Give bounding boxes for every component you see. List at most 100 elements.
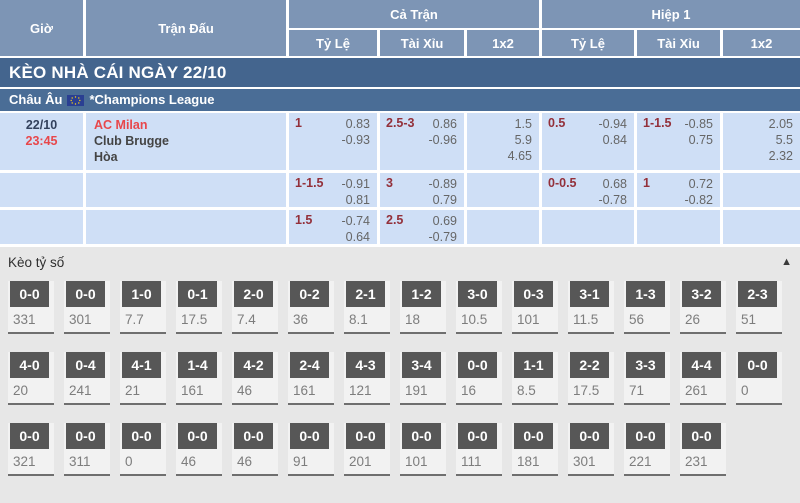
score-cell[interactable]: 0-0 111: [456, 423, 502, 476]
score-cell[interactable]: 0-0 301: [64, 281, 110, 334]
odds-value[interactable]: 0.75: [688, 133, 713, 147]
score-cell[interactable]: 2-4 161: [288, 352, 334, 405]
odds-value[interactable]: -0.93: [341, 133, 371, 147]
odds-value[interactable]: -0.91: [341, 177, 371, 191]
score-cell[interactable]: 4-0 20: [8, 352, 54, 405]
match-time: 23:45: [25, 134, 58, 148]
score-cell[interactable]: 0-0 0: [736, 352, 782, 405]
score-cell[interactable]: 2-0 7.4: [232, 281, 278, 334]
odds-value[interactable]: 0.86: [432, 117, 457, 131]
score-cell[interactable]: 4-1 21: [120, 352, 166, 405]
score-cell[interactable]: 0-0 16: [456, 352, 502, 405]
handicap-line: 1-1.5: [295, 176, 324, 190]
full-1x2-cell[interactable]: 1.5 5.9 4.65: [467, 113, 539, 170]
odds-value[interactable]: 0.72: [688, 177, 713, 191]
score-cell[interactable]: 1-4 161: [176, 352, 222, 405]
score-cell[interactable]: 4-2 46: [232, 352, 278, 405]
half-handicap-cell[interactable]: 0.5 -0.94 0.84: [542, 113, 634, 170]
score-cell[interactable]: 2-1 8.1: [344, 281, 390, 334]
odds-value[interactable]: -0.96: [428, 133, 458, 147]
score-cell[interactable]: 0-1 17.5: [176, 281, 222, 334]
odds-value[interactable]: 5.9: [514, 133, 532, 147]
score-cell[interactable]: 1-1 8.5: [512, 352, 558, 405]
score-odds-value: 0: [741, 383, 749, 398]
half-overunder-cell[interactable]: 1-1.5 -0.85 0.75: [637, 113, 720, 170]
odds-value[interactable]: 0.68: [602, 177, 627, 191]
score-chip: 3-2: [682, 281, 721, 307]
score-cell[interactable]: 1-2 18: [400, 281, 446, 334]
match-time-cell: [0, 173, 83, 207]
overunder-line: 1-1.5: [643, 116, 672, 130]
odds-value[interactable]: 0.69: [432, 214, 457, 228]
match-time-cell: 22/10 23:45: [0, 113, 83, 170]
score-chip: 4-2: [234, 352, 273, 378]
score-cell[interactable]: 0-0 301: [568, 423, 614, 476]
half-1x2-cell[interactable]: 2.05 5.5 2.32: [723, 113, 800, 170]
full-overunder-cell[interactable]: 2.5 0.69 -0.79: [380, 210, 464, 244]
score-cell[interactable]: 0-0 311: [64, 423, 110, 476]
odds-value[interactable]: -0.85: [684, 117, 714, 131]
score-cell[interactable]: 3-0 10.5: [456, 281, 502, 334]
score-cell[interactable]: 0-0 321: [8, 423, 54, 476]
score-chip: 1-2: [402, 281, 441, 307]
score-cell[interactable]: 0-4 241: [64, 352, 110, 405]
handicap-line: 0.5: [548, 116, 566, 130]
odds-value[interactable]: 0.84: [602, 133, 627, 147]
score-cell[interactable]: 2-3 51: [736, 281, 782, 334]
odds-value[interactable]: -0.94: [598, 117, 628, 131]
odds-value[interactable]: 2.05: [768, 117, 793, 131]
score-chip: 2-2: [570, 352, 609, 378]
score-cell[interactable]: 1-0 7.7: [120, 281, 166, 334]
score-cell[interactable]: 0-0 331: [8, 281, 54, 334]
full-1x2-cell: [467, 210, 539, 244]
odds-value[interactable]: 5.5: [775, 133, 793, 147]
score-cell[interactable]: 0-0 0: [120, 423, 166, 476]
score-cell[interactable]: 1-3 56: [624, 281, 670, 334]
odds-value[interactable]: -0.89: [428, 177, 458, 191]
score-cell[interactable]: 0-0 46: [232, 423, 278, 476]
score-cell[interactable]: 0-0 231: [680, 423, 726, 476]
score-cell[interactable]: 0-2 36: [288, 281, 334, 334]
full-overunder-cell[interactable]: 2.5-3 0.86 -0.96: [380, 113, 464, 170]
full-handicap-cell[interactable]: 1-1.5 -0.91 0.81: [289, 173, 377, 207]
score-cell[interactable]: 3-3 71: [624, 352, 670, 405]
odds-value[interactable]: 2.32: [768, 149, 793, 163]
full-handicap-cell[interactable]: 1.5 -0.74 0.64: [289, 210, 377, 244]
score-cell[interactable]: 3-1 11.5: [568, 281, 614, 334]
score-cell[interactable]: 3-2 26: [680, 281, 726, 334]
score-cell[interactable]: 3-4 191: [400, 352, 446, 405]
odds-value[interactable]: 0.81: [345, 193, 370, 207]
odds-value[interactable]: 4.65: [507, 149, 532, 163]
score-chip: 1-3: [626, 281, 665, 307]
score-chip: 0-0: [458, 352, 497, 378]
odds-value[interactable]: -0.74: [341, 214, 371, 228]
odds-value[interactable]: -0.82: [684, 193, 714, 207]
score-cell[interactable]: 4-3 121: [344, 352, 390, 405]
odds-value[interactable]: 0.64: [345, 230, 370, 244]
score-chip: 3-0: [458, 281, 497, 307]
odds-value[interactable]: 0.79: [432, 193, 457, 207]
score-cell[interactable]: 0-0 201: [344, 423, 390, 476]
score-chip: 0-3: [514, 281, 553, 307]
half-overunder-cell[interactable]: 1 0.72 -0.82: [637, 173, 720, 207]
odds-value[interactable]: -0.78: [598, 193, 628, 207]
full-overunder-cell[interactable]: 3 -0.89 0.79: [380, 173, 464, 207]
score-cell[interactable]: 2-2 17.5: [568, 352, 614, 405]
score-cell[interactable]: 0-3 101: [512, 281, 558, 334]
score-cell[interactable]: 4-4 261: [680, 352, 726, 405]
score-cell[interactable]: 0-0 101: [400, 423, 446, 476]
collapse-arrow-icon[interactable]: ▲: [781, 256, 792, 268]
score-odds-value: 17.5: [181, 312, 208, 327]
odds-value[interactable]: 0.83: [345, 117, 370, 131]
full-handicap-cell[interactable]: 1 0.83 -0.93: [289, 113, 377, 170]
score-chip: 0-0: [10, 423, 49, 449]
half-handicap-cell[interactable]: 0-0.5 0.68 -0.78: [542, 173, 634, 207]
score-cell[interactable]: 0-0 46: [176, 423, 222, 476]
match-time-cell: [0, 210, 83, 244]
odds-value[interactable]: 1.5: [514, 117, 532, 131]
score-cell[interactable]: 0-0 221: [624, 423, 670, 476]
score-cell[interactable]: 0-0 91: [288, 423, 334, 476]
score-cell[interactable]: 0-0 181: [512, 423, 558, 476]
score-chip: 0-0: [66, 281, 105, 307]
odds-value[interactable]: -0.79: [428, 230, 458, 244]
